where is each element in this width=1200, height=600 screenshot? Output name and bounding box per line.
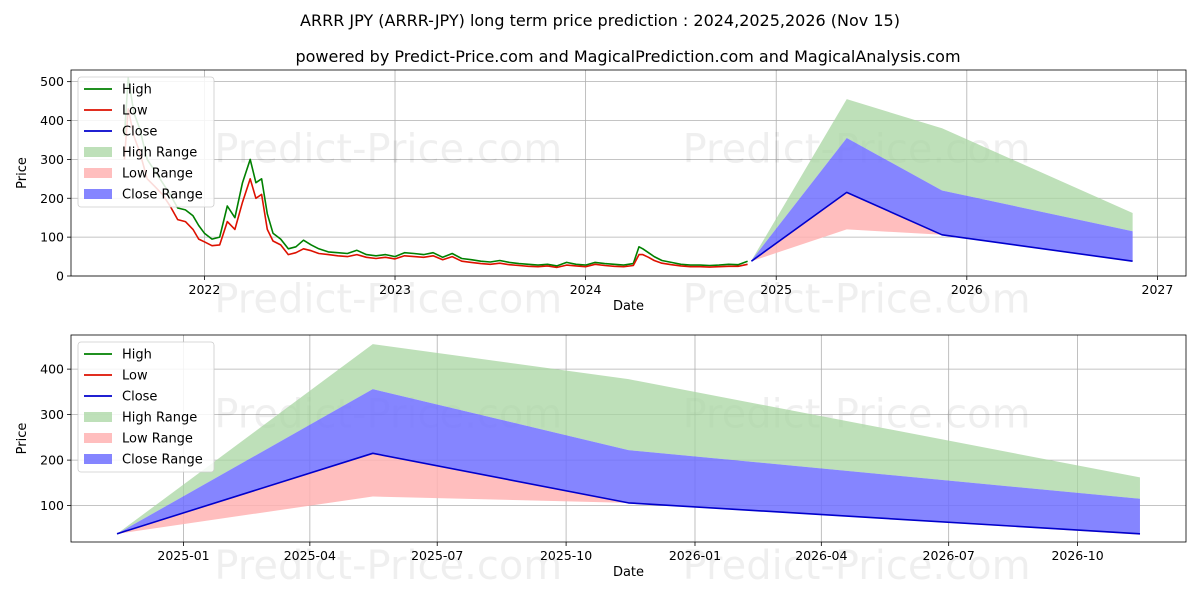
legend-label: Low Range: [122, 167, 193, 182]
close-forecast-line: [750, 191, 1133, 262]
y-tick-label: 300: [40, 152, 64, 167]
x-tick-label: 2026-01: [669, 548, 721, 563]
watermark-text: Predict-Price.com: [214, 277, 562, 323]
chart-subtitle: powered by Predict-Price.com and Magical…: [295, 47, 960, 66]
x-tick-label: 2023: [379, 282, 411, 297]
x-tick-label: 2025: [760, 282, 792, 297]
legend-label: Low: [122, 104, 148, 119]
legend-label: Close: [122, 125, 157, 140]
legend-label: Low Range: [122, 432, 193, 447]
legend-swatch-patch: [84, 454, 112, 464]
legend-swatch-patch: [84, 433, 112, 443]
plot-frame: [70, 69, 1187, 277]
x-tick-label: 2027: [1142, 282, 1174, 297]
x-tick-label: 2025-07: [411, 548, 463, 563]
legend-label: High Range: [122, 146, 197, 161]
top-panel: 2022 2023 2024 2025 2026 2027 0 100 200 300 400 500…: [15, 69, 1187, 323]
legend-label: High: [122, 348, 152, 363]
low-series-line: [123, 108, 748, 269]
watermark-text: Predict-Price.com: [683, 543, 1031, 589]
watermark-text: Predict-Price.com: [683, 277, 1031, 323]
legend-label: High Range: [122, 411, 197, 426]
legend-label: Close Range: [122, 453, 203, 468]
x-tick-label: 2025-01: [157, 548, 209, 563]
chart-title: ARRR JPY (ARRR-JPY) long term price pred…: [300, 11, 900, 30]
close-forecast-line: [116, 452, 1141, 535]
y-tick-label: 500: [40, 74, 64, 89]
close-range-band: [751, 138, 1133, 262]
x-axis-label: Date: [613, 565, 644, 580]
y-tick-label: 300: [40, 407, 64, 422]
x-tick-label: 2025-10: [540, 548, 592, 563]
plot-frame: [70, 334, 1187, 543]
close-range-band: [117, 389, 1140, 534]
x-tick-label: 2026-10: [1051, 548, 1103, 563]
y-tick-label: 400: [40, 113, 64, 128]
legend-swatch-patch: [84, 412, 112, 422]
legend-swatch-patch: [84, 168, 112, 178]
y-tick-label: 400: [40, 362, 64, 377]
x-tick-label: 2026-07: [923, 548, 975, 563]
x-tick-label: 2025-04: [284, 548, 336, 563]
bottom-panel: 2025-01 2025-04 2025-07 2025-10 2026-01 2026-…: [15, 334, 1187, 589]
legend-label: High: [122, 83, 152, 98]
x-tick-label: 2022: [189, 282, 221, 297]
y-tick-label: 0: [56, 269, 64, 284]
high-series-line: [123, 77, 748, 267]
x-tick-label: 2026-04: [795, 548, 847, 563]
plot-area: [123, 77, 1133, 269]
y-axis-label: Price: [15, 157, 30, 189]
y-tick-label: 200: [40, 191, 64, 206]
legend-swatch-patch: [84, 147, 112, 157]
watermark-text: Predict-Price.com: [214, 543, 562, 589]
legend-label: Close: [122, 390, 157, 405]
legend-label: Low: [122, 369, 148, 384]
legend-label: Close Range: [122, 188, 203, 203]
y-tick-label: 200: [40, 453, 64, 468]
y-tick-label: 100: [40, 498, 64, 513]
low-range-band: [751, 192, 1133, 262]
x-tick-label: 2026: [951, 282, 983, 297]
high-range-band: [117, 344, 1140, 534]
watermark-text: Predict-Price.com: [214, 126, 562, 172]
y-tick-label: 100: [40, 230, 64, 245]
y-axis-label: Price: [15, 423, 30, 455]
x-axis-label: Date: [613, 299, 644, 314]
plot-area: [116, 344, 1141, 535]
legend-swatch-patch: [84, 189, 112, 199]
low-range-band: [117, 453, 1140, 535]
x-tick-label: 2024: [570, 282, 602, 297]
high-range-band: [751, 99, 1133, 261]
